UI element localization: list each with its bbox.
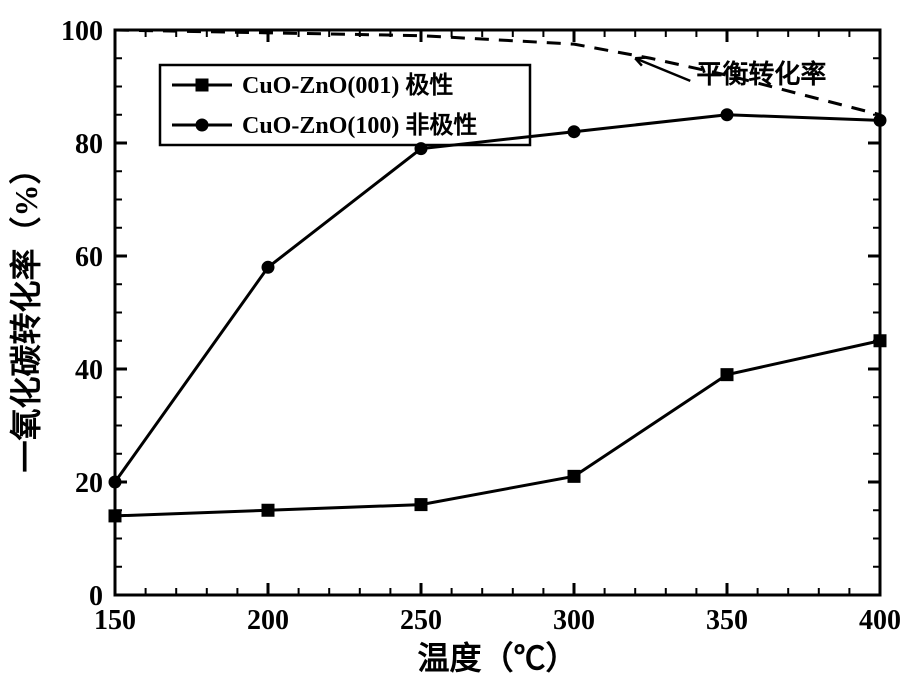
legend-marker-circle <box>196 119 208 131</box>
marker-circle <box>109 476 121 488</box>
y-axis-title: 一氧化碳转化率（%） <box>8 152 44 472</box>
y-tick-label: 100 <box>61 16 103 47</box>
y-tick-label: 80 <box>75 129 103 160</box>
marker-square <box>568 470 580 482</box>
y-tick-label: 60 <box>75 242 103 273</box>
y-tick-label: 40 <box>75 355 103 386</box>
marker-circle <box>721 109 733 121</box>
x-tick-label: 250 <box>400 605 442 636</box>
marker-circle <box>874 114 886 126</box>
annotation-arrow <box>635 58 690 81</box>
x-tick-label: 350 <box>706 605 748 636</box>
marker-circle <box>262 261 274 273</box>
x-tick-label: 200 <box>247 605 289 636</box>
annotation-label: 平衡转化率 <box>696 59 826 89</box>
line-chart: 150200250300350400020406080100温度（℃）一氧化碳转… <box>0 0 912 698</box>
legend-label: CuO-ZnO(001) 极性 <box>242 72 453 99</box>
marker-square <box>109 510 121 522</box>
legend-label: CuO-ZnO(100) 非极性 <box>242 112 477 139</box>
marker-square <box>415 499 427 511</box>
x-tick-label: 300 <box>553 605 595 636</box>
marker-square <box>721 369 733 381</box>
x-axis-title: 温度（℃） <box>417 640 577 676</box>
marker-square <box>262 504 274 516</box>
marker-square <box>874 335 886 347</box>
y-tick-label: 20 <box>75 468 103 499</box>
x-tick-label: 400 <box>859 605 901 636</box>
legend-marker-square <box>196 79 208 91</box>
series-line-s1 <box>115 341 880 516</box>
chart-container: 150200250300350400020406080100温度（℃）一氧化碳转… <box>0 0 912 698</box>
y-tick-label: 0 <box>89 581 103 612</box>
series-line-s2 <box>115 115 880 482</box>
marker-circle <box>568 126 580 138</box>
